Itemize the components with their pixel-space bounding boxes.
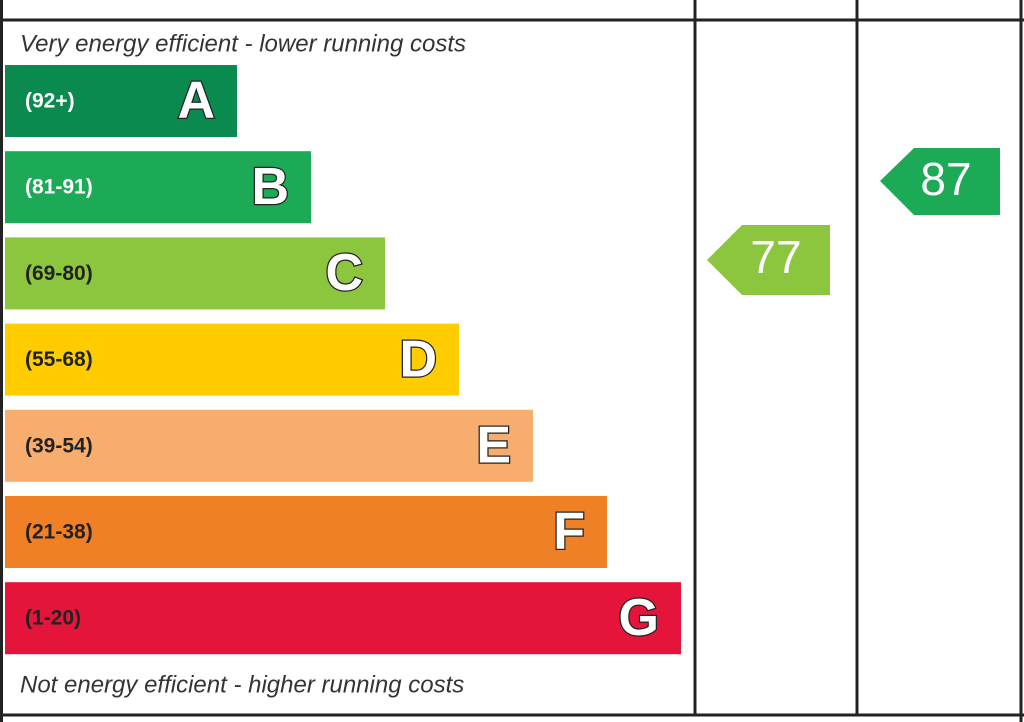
band-letter: A: [177, 72, 215, 130]
band-bar: [5, 409, 533, 482]
band-letter: D: [399, 330, 437, 388]
bottom-note: Not energy efficient - higher running co…: [20, 671, 464, 698]
band-range: (21-38): [25, 521, 93, 544]
band-range: (81-91): [25, 176, 93, 199]
current-rating: 77: [750, 231, 801, 283]
band-bar: [5, 323, 459, 396]
band-bar: [5, 496, 607, 568]
potential-rating-arrow: [880, 148, 1000, 215]
band-range: (69-80): [25, 262, 93, 285]
band-letter: C: [325, 244, 363, 302]
band-letter: E: [476, 417, 511, 475]
band-letter: G: [619, 589, 659, 647]
band-letter: F: [553, 503, 585, 561]
band-range: (1-20): [25, 607, 81, 630]
band-range: (39-54): [25, 434, 93, 457]
top-note: Very energy efficient - lower running co…: [20, 30, 466, 57]
band-letter: B: [251, 158, 289, 216]
potential-rating: 87: [920, 153, 971, 205]
band-range: (92+): [25, 90, 75, 113]
band-range: (55-68): [25, 348, 93, 371]
band-bar: [5, 237, 385, 310]
band-bar: [5, 65, 237, 137]
band-bar: [5, 582, 681, 655]
current-rating-arrow: [707, 225, 830, 295]
band-bar: [5, 151, 311, 224]
